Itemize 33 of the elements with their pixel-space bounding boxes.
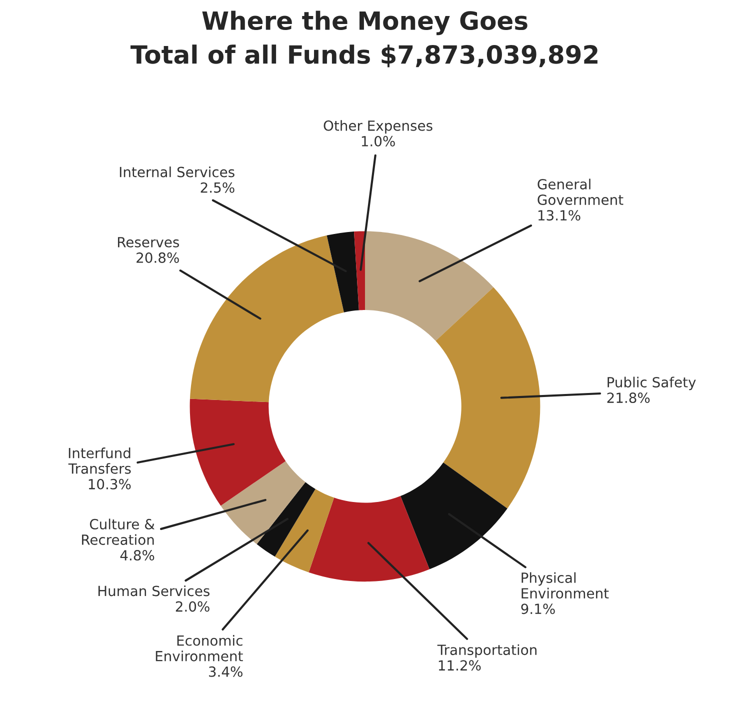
donut-slice	[274, 489, 334, 572]
slice-label: Transportation	[437, 644, 536, 658]
donut-slice	[308, 496, 430, 582]
data-label: 13.1%	[538, 210, 580, 221]
slice-label: Physical Environment	[522, 572, 609, 599]
data-label: 10.3%	[88, 478, 131, 490]
donut-slice	[220, 461, 306, 544]
slice-label: Human Services	[98, 585, 210, 596]
data-label: 9.1%	[521, 604, 555, 614]
donut-slice	[256, 482, 316, 557]
data-label: 2.5%	[200, 182, 234, 193]
data-label: 3.4%	[209, 666, 242, 677]
slice-label: Other Expenses	[324, 120, 432, 134]
donut-slice	[400, 462, 508, 570]
chart-title: Where the Money Goes Total of all Funds $7,873,039,892	[130, 10, 598, 68]
data-label: 1.0%	[362, 136, 395, 146]
slice-label: Public Safety	[608, 376, 696, 390]
slice-label: Reserves	[118, 237, 180, 248]
slice-label: Culture & Recreation	[82, 518, 155, 545]
slice-label: Interfund Transfers	[68, 448, 131, 474]
data-label: 21.8%	[607, 392, 650, 404]
donut-slice	[365, 231, 494, 341]
slice-label: General Government	[538, 178, 624, 206]
donut-slice	[190, 235, 344, 402]
data-label: 4.8%	[120, 550, 154, 561]
slice-label: Economic Environment	[156, 635, 243, 662]
data-label: 2.0%	[176, 601, 210, 612]
data-label: 20.8%	[136, 252, 179, 263]
data-label: 11.2%	[438, 660, 481, 671]
slice-label: Internal Services	[120, 166, 234, 178]
donut-slice	[436, 287, 540, 508]
donut-slice	[326, 232, 359, 312]
donut-slice	[190, 398, 286, 506]
